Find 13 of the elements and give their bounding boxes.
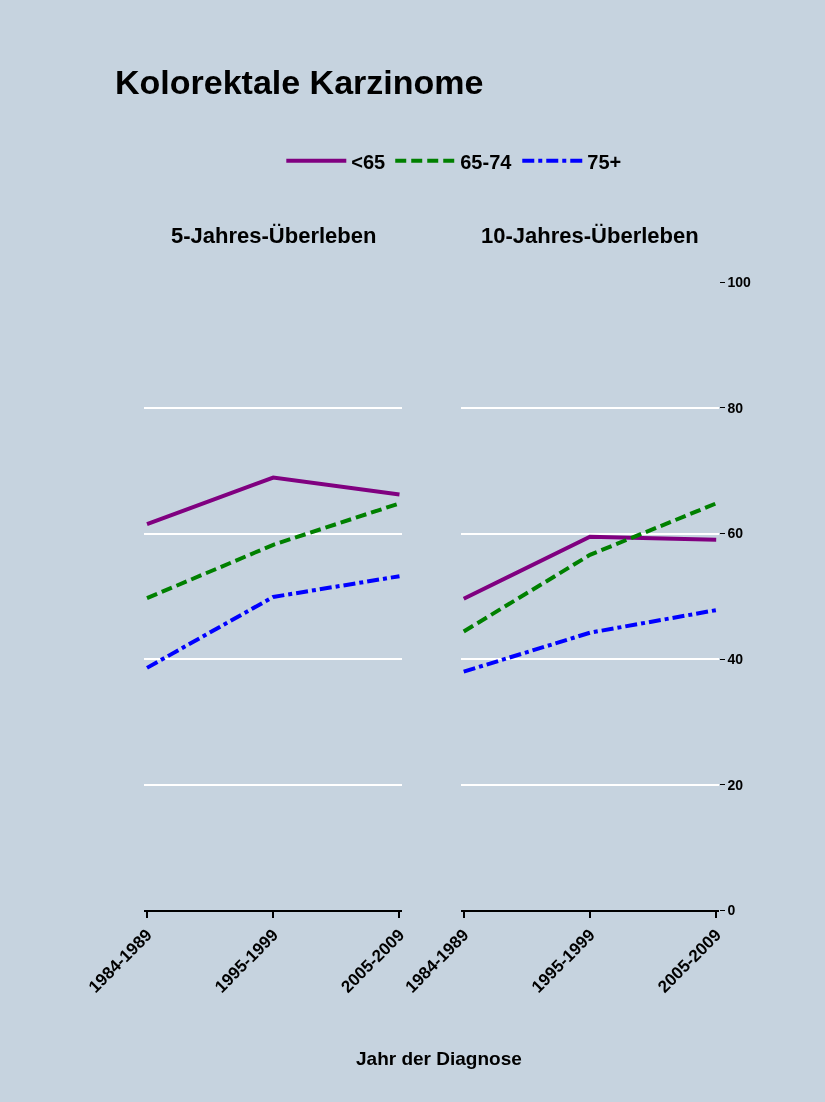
y-tick-label: 40 [727, 650, 744, 667]
chart-subtitle: 10-Jahres-Überleben [481, 223, 699, 248]
chart-title: Kolorektale Karzinome [115, 63, 484, 101]
y-tick-label: 20 [727, 776, 744, 793]
legend-label: 75+ [587, 150, 622, 173]
legend-label: 65-74 [460, 150, 513, 173]
y-tick-label: 60 [727, 525, 744, 542]
legend-label: <65 [351, 150, 386, 173]
chart-subtitle: 5-Jahres-Überleben [171, 223, 377, 248]
y-tick-label: 80 [727, 399, 744, 416]
y-tick-label: 100 [727, 274, 752, 291]
y-tick-label: 0 [727, 902, 736, 919]
x-axis-title: Jahr der Diagnose [356, 1048, 522, 1069]
